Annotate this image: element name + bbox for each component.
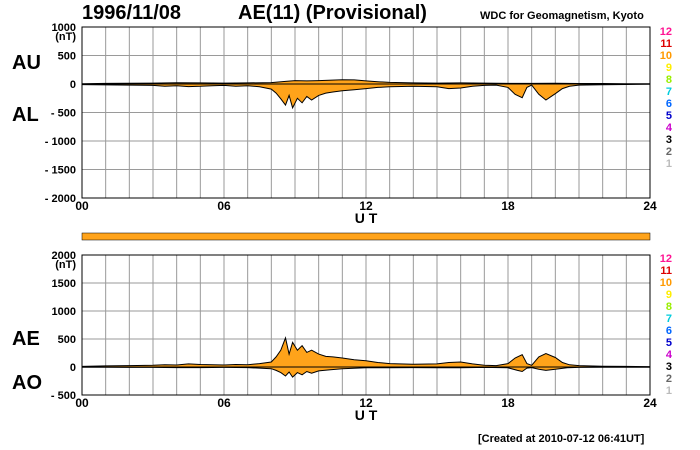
hour-legend-item: 10	[659, 277, 672, 289]
lower-index-line	[81, 83, 651, 110]
hour-legend-item: 8	[665, 301, 672, 313]
x-tick-label: 00	[75, 199, 89, 213]
hour-legend-item: 7	[665, 313, 672, 325]
y-tick-label: - 500	[51, 108, 76, 120]
hour-legend-item: 9	[665, 289, 672, 301]
hour-legend-item: 5	[665, 337, 672, 349]
x-tick-label: 06	[217, 199, 231, 213]
x-tick-label: 24	[643, 199, 657, 213]
y-tick-label: 500	[58, 334, 76, 346]
hour-legend-top: 12 11 10 9 8 7 6 5 4 3 2 1	[650, 26, 672, 170]
al-label: AL	[12, 104, 39, 126]
y-tick-label: - 2000	[45, 193, 76, 205]
x-axis-label: U T	[355, 407, 378, 423]
hour-legend-item: 11	[660, 38, 672, 50]
y-tick-label: 0	[70, 362, 76, 374]
plot-frame	[81, 26, 651, 199]
x-tick-label: 06	[217, 396, 231, 410]
x-tick-label: 18	[501, 199, 515, 213]
date-label: 1996/11/08	[82, 2, 181, 24]
index-title: AE(11) (Provisional)	[238, 2, 427, 24]
ao-label: AO	[12, 372, 42, 394]
hour-legend-item: 8	[665, 74, 672, 86]
hour-legend-bottom: 12 11 10 9 8 7 6 5 4 3 2 1	[650, 253, 672, 397]
separator-bar	[81, 232, 651, 241]
hour-legend-item: 3	[665, 361, 672, 373]
upper-index-line	[81, 79, 650, 85]
y-tick-label: 500	[58, 51, 76, 63]
index-area	[82, 79, 650, 108]
x-tick-label: 24	[643, 396, 657, 410]
upper-index-line	[81, 336, 651, 368]
x-tick-label: 12	[359, 199, 373, 213]
ae-label: AE	[12, 328, 40, 350]
y-tick-label: - 500	[51, 390, 76, 402]
hour-legend-item: 4	[665, 122, 672, 134]
organization-label: WDC for Geomagnetism, Kyoto	[480, 10, 644, 22]
y-tick-label: 0	[70, 79, 76, 91]
x-tick-label: 12	[359, 396, 373, 410]
y-tick-label: - 1000	[45, 136, 76, 148]
x-tick-label: 18	[501, 396, 515, 410]
hour-legend-item: 2	[665, 146, 672, 158]
y-tick-label: 1000	[52, 22, 76, 34]
hour-legend-item: 3	[665, 134, 672, 146]
hour-legend-item: 10	[659, 50, 672, 62]
hour-legend-item: 1	[665, 385, 672, 397]
hour-legend-item: 12	[659, 26, 672, 38]
hour-legend-item: 11	[660, 265, 672, 277]
hour-legend-item: 4	[665, 349, 672, 361]
y-tick-label: 2000	[52, 250, 76, 262]
y-tick-label: - 1500	[45, 165, 76, 177]
hour-legend-item: 1	[665, 158, 672, 170]
plot-frame	[81, 254, 651, 396]
hour-legend-item: 5	[665, 110, 672, 122]
hour-legend-item: 7	[665, 86, 672, 98]
y-tick-label: 1000	[52, 306, 76, 318]
hour-legend-item: 6	[665, 325, 672, 337]
y-tick-label: 1500	[52, 278, 76, 290]
hour-legend-item: 9	[665, 62, 672, 74]
y-unit-label: (nT)	[55, 31, 76, 43]
hour-legend-item: 12	[659, 253, 672, 265]
hour-legend-item: 6	[665, 98, 672, 110]
y-unit-label: (nT)	[55, 259, 76, 271]
created-timestamp: [Created at 2010-07-12 06:41UT]	[478, 433, 645, 445]
x-axis-label: U T	[355, 210, 378, 226]
hour-legend-item: 2	[665, 373, 672, 385]
au-label: AU	[12, 52, 41, 74]
x-tick-label: 00	[75, 396, 89, 410]
